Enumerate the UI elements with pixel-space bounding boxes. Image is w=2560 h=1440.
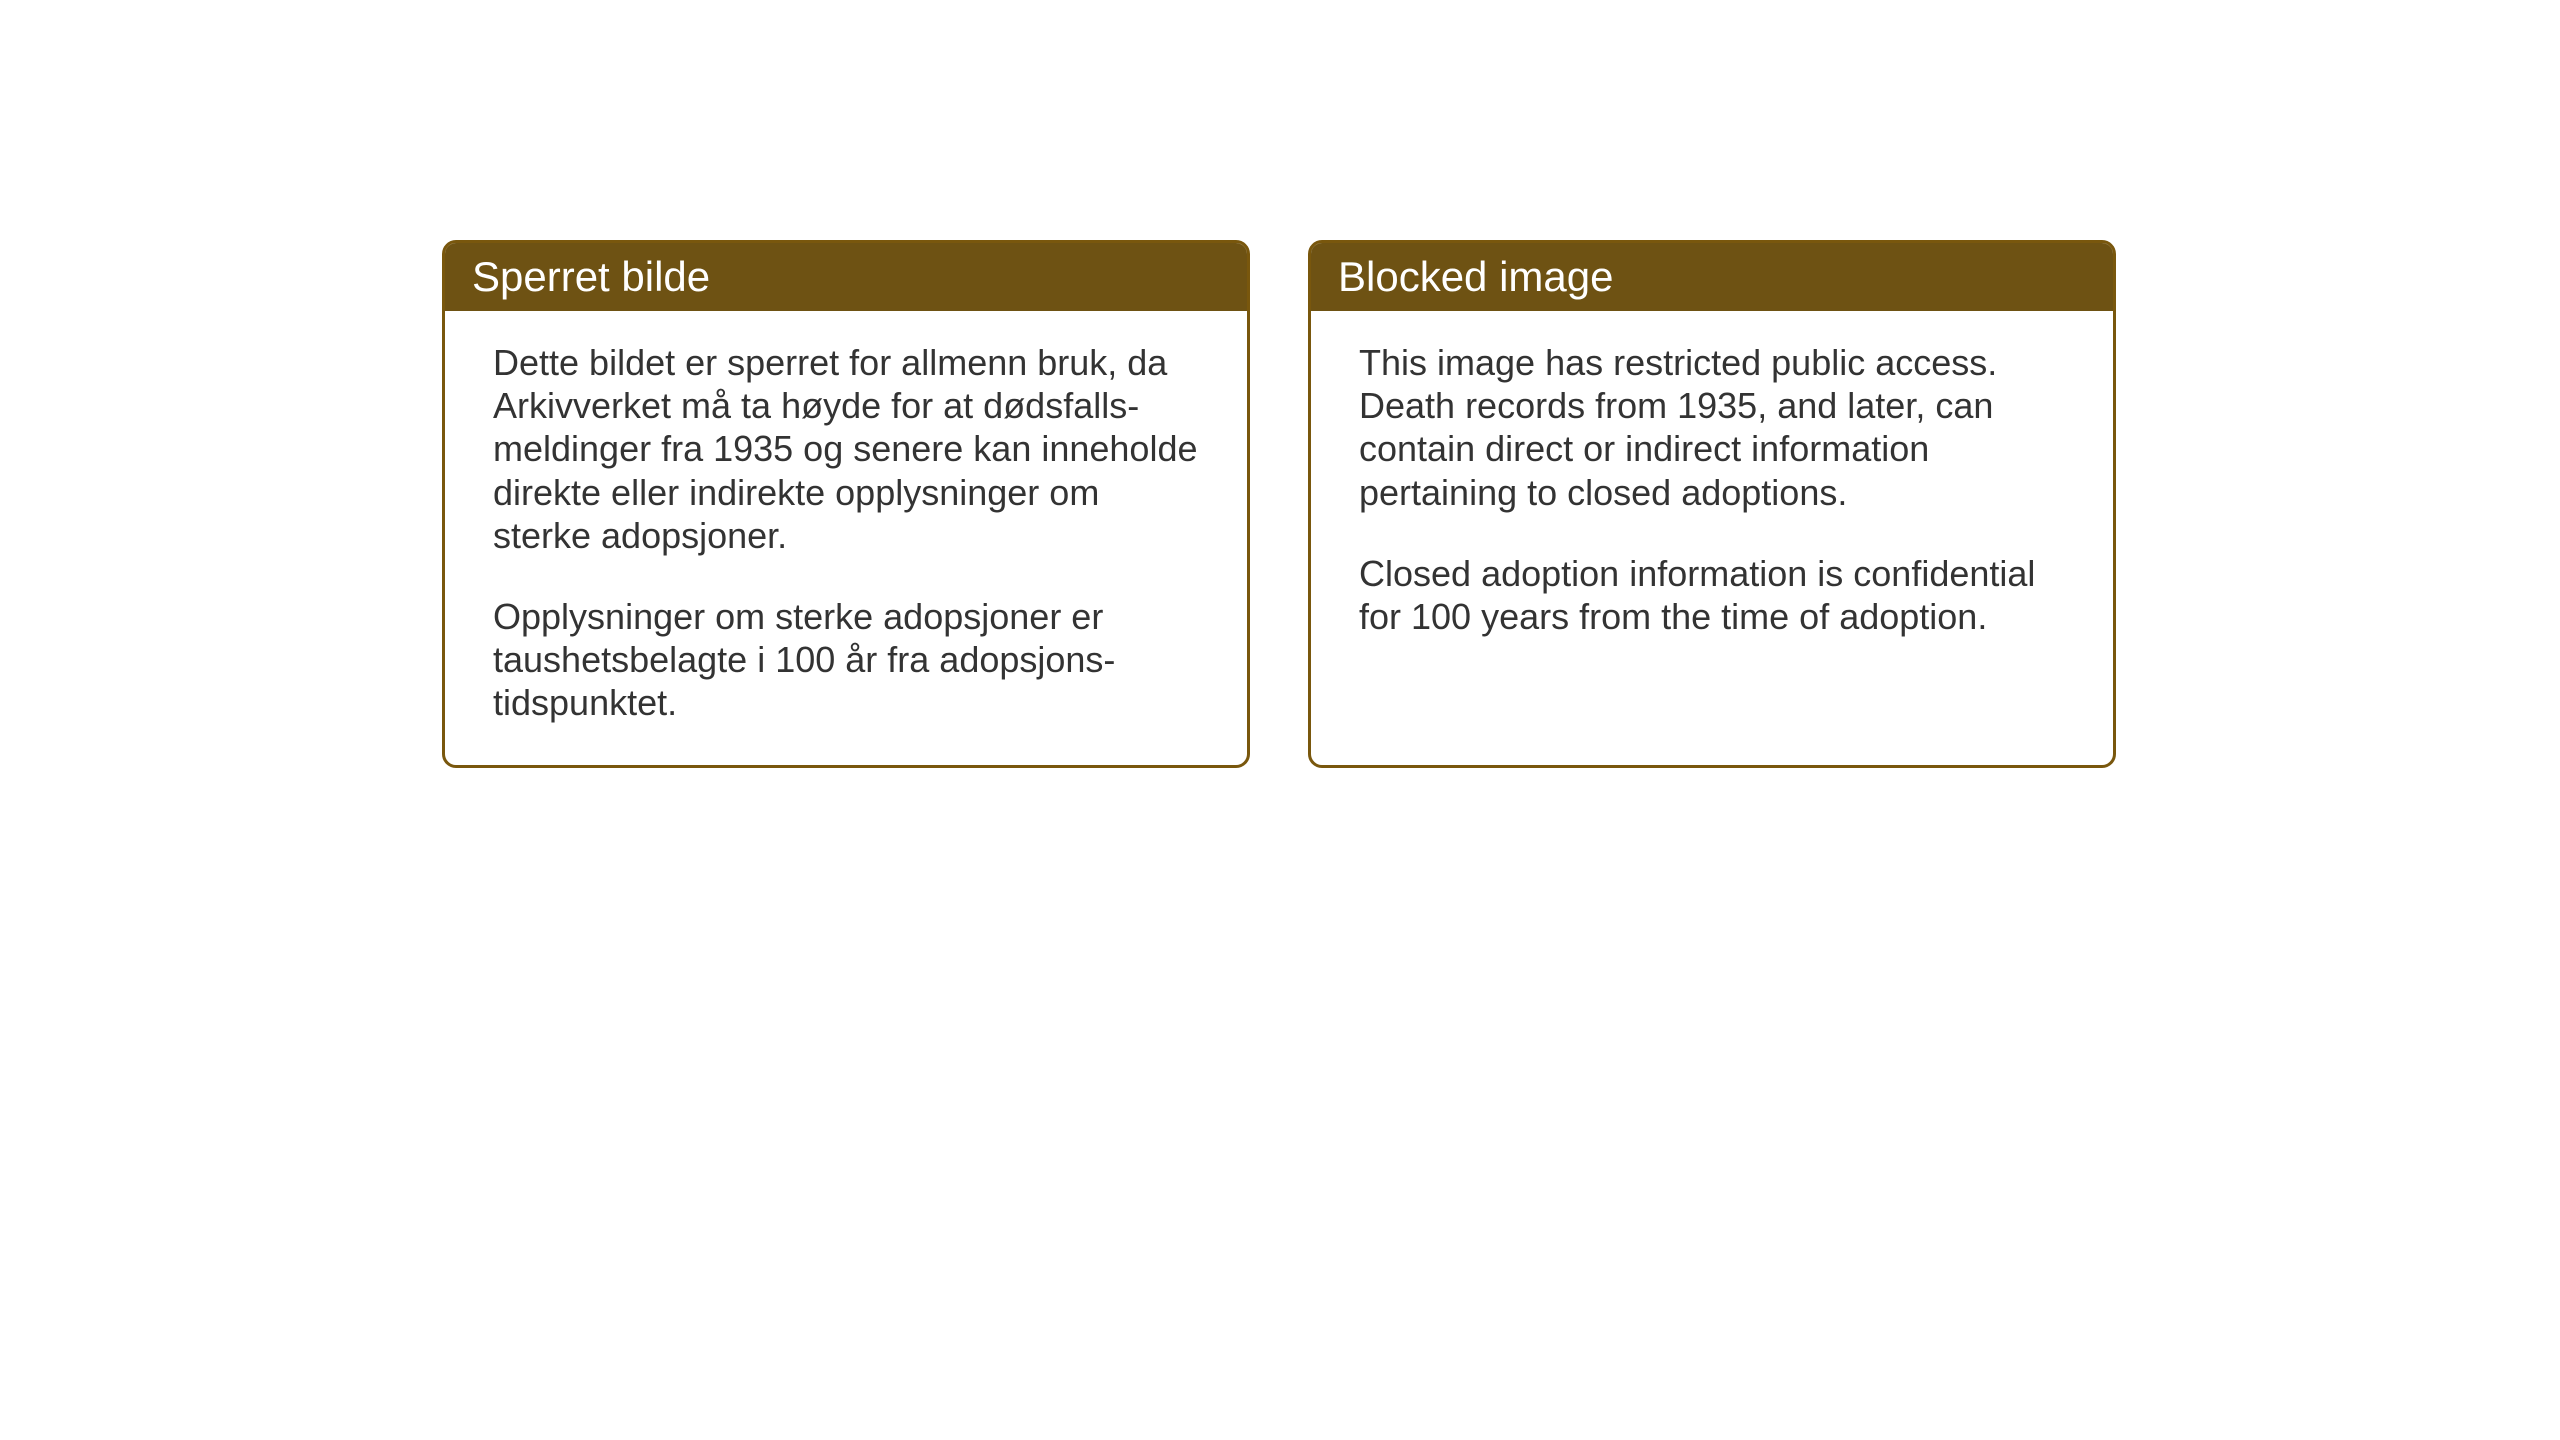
card-paragraph-norwegian-2: Opplysninger om sterke adopsjoner er tau…: [493, 595, 1199, 725]
card-header-norwegian: Sperret bilde: [445, 243, 1247, 311]
notice-card-english: Blocked image This image has restricted …: [1308, 240, 2116, 768]
notice-container: Sperret bilde Dette bildet er sperret fo…: [442, 240, 2116, 768]
card-title-english: Blocked image: [1338, 253, 1613, 300]
card-paragraph-norwegian-1: Dette bildet er sperret for allmenn bruk…: [493, 341, 1199, 557]
card-paragraph-english-1: This image has restricted public access.…: [1359, 341, 2065, 514]
card-header-english: Blocked image: [1311, 243, 2113, 311]
card-body-norwegian: Dette bildet er sperret for allmenn bruk…: [445, 311, 1247, 765]
notice-card-norwegian: Sperret bilde Dette bildet er sperret fo…: [442, 240, 1250, 768]
card-body-english: This image has restricted public access.…: [1311, 311, 2113, 678]
card-title-norwegian: Sperret bilde: [472, 253, 710, 300]
card-paragraph-english-2: Closed adoption information is confident…: [1359, 552, 2065, 638]
